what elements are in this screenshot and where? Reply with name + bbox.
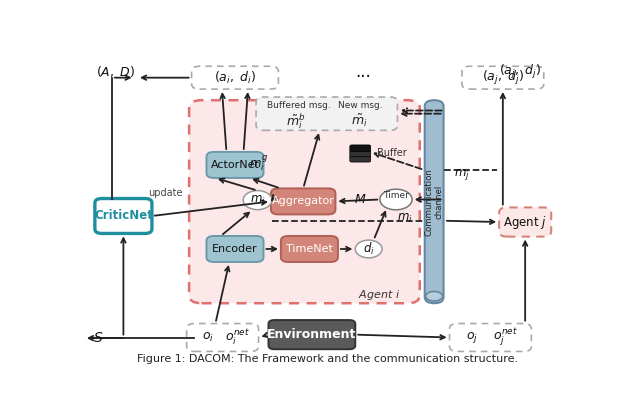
FancyBboxPatch shape [462,66,544,89]
FancyBboxPatch shape [189,100,420,303]
Text: ActorNet: ActorNet [211,160,259,170]
Text: $o_i^{net}$: $o_i^{net}$ [225,328,250,347]
Ellipse shape [380,189,412,210]
Text: Figure 1: DACOM: The Framework and the communication structure.: Figure 1: DACOM: The Framework and the c… [138,353,518,363]
FancyBboxPatch shape [425,100,444,303]
Text: $M$: $M$ [354,193,367,206]
Text: $(a_i,\ d_i)$: $(a_i,\ d_i)$ [214,70,256,86]
Text: $\tilde{m}_i$: $\tilde{m}_i$ [351,113,367,129]
Text: $m_i^g$: $m_i^g$ [249,153,268,173]
FancyBboxPatch shape [281,236,338,262]
Text: Communication
channel: Communication channel [424,168,444,236]
Text: $m_i$: $m_i$ [397,212,413,225]
FancyBboxPatch shape [187,323,259,351]
Text: $(A,\ D)$: $(A,\ D)$ [96,64,136,79]
Text: update: update [148,188,182,198]
Text: Timer: Timer [383,191,409,200]
Text: Aggregator: Aggregator [272,197,335,206]
Text: TimeNet: TimeNet [286,244,333,254]
FancyBboxPatch shape [350,145,371,152]
Text: $d_i$: $d_i$ [363,241,374,257]
Text: $(a_j,\ d_j)$: $(a_j,\ d_j)$ [482,69,524,87]
Text: Agent $i$: Agent $i$ [358,288,400,302]
FancyBboxPatch shape [256,97,397,130]
Text: Buffer: Buffer [377,148,407,159]
FancyBboxPatch shape [271,188,335,214]
Text: $m_j$: $m_j$ [454,167,469,182]
Text: $o_j$: $o_j$ [467,330,479,345]
FancyBboxPatch shape [350,155,371,162]
Text: Environment: Environment [267,328,356,341]
FancyBboxPatch shape [350,150,371,157]
Text: CriticNet: CriticNet [94,209,153,222]
Ellipse shape [426,292,443,301]
FancyBboxPatch shape [269,320,355,349]
Text: New msg.: New msg. [339,101,383,110]
FancyBboxPatch shape [95,199,152,234]
Text: Agent $j$: Agent $j$ [503,213,547,231]
Text: Encoder: Encoder [212,244,258,254]
Ellipse shape [355,240,382,258]
FancyBboxPatch shape [207,236,264,262]
Text: $m_i$: $m_i$ [250,194,266,207]
FancyBboxPatch shape [449,323,531,351]
Text: $o_i$: $o_i$ [202,331,214,344]
Text: Buffered msg.: Buffered msg. [267,101,330,110]
FancyBboxPatch shape [207,152,264,178]
Text: $o_j^{net}$: $o_j^{net}$ [493,327,518,348]
Ellipse shape [243,191,272,210]
FancyBboxPatch shape [499,207,551,236]
Text: $(a_j,\ d_j)$: $(a_j,\ d_j)$ [499,63,541,81]
Text: $S$: $S$ [93,331,104,345]
FancyBboxPatch shape [191,66,278,89]
Text: $\tilde{m}_i^b$: $\tilde{m}_i^b$ [286,111,305,131]
Text: ...: ... [355,63,371,81]
